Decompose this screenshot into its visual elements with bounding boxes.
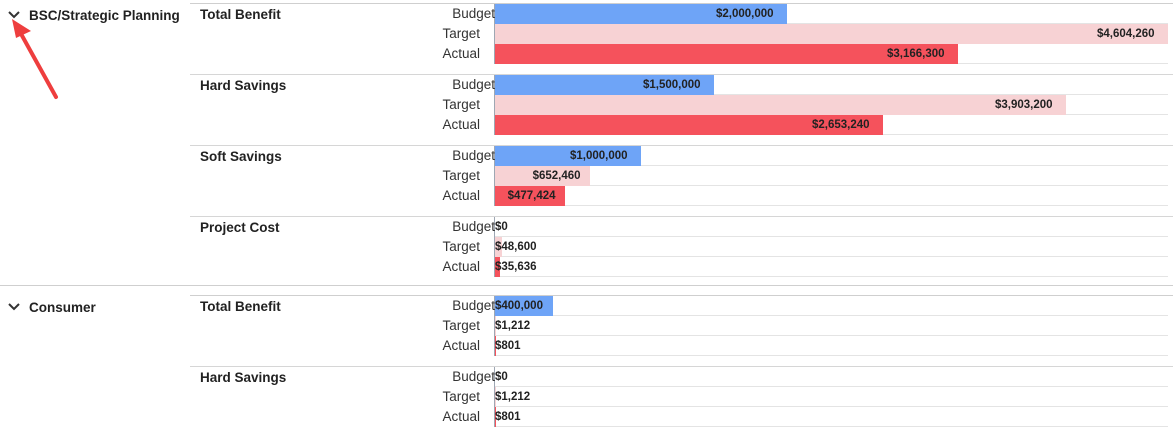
actual-bar[interactable] (495, 336, 496, 356)
bar-track (495, 237, 1168, 257)
row-label-budget: Budget (452, 369, 495, 384)
row-label-actual: Actual (442, 117, 480, 132)
bar-value-budget: $400,000 (495, 300, 543, 312)
bar-track (495, 186, 1168, 206)
actual-bar[interactable] (495, 407, 496, 427)
bar-value-target: $1,212 (495, 391, 531, 403)
group-name: Consumer (29, 299, 96, 315)
bar-track (495, 217, 1168, 237)
group-separator (190, 295, 1173, 296)
budget-bar[interactable] (495, 75, 714, 95)
bar-value-target: $652,460 (532, 170, 581, 182)
red-arrow-annotation (12, 19, 58, 99)
bar-value-actual: $35,636 (495, 261, 537, 273)
row-label-actual: Actual (442, 259, 480, 274)
bar-track (495, 75, 1168, 95)
budget-bar[interactable] (495, 4, 787, 24)
row-label-target: Target (442, 318, 480, 333)
metric-separator (190, 216, 1173, 217)
bar-track (495, 296, 1168, 316)
budget-bar[interactable] (495, 296, 553, 316)
bar-value-budget: $1,000,000 (570, 150, 628, 162)
metric-separator (190, 366, 1173, 367)
chevron-down-icon[interactable] (6, 299, 22, 315)
bar-track (495, 336, 1168, 356)
bar-value-target: $3,903,200 (995, 99, 1053, 111)
bar-track (495, 316, 1168, 336)
row-label-budget: Budget (452, 219, 495, 234)
bar-value-budget: $0 (495, 371, 508, 383)
bar-track (495, 166, 1168, 186)
target-bar[interactable] (495, 24, 1168, 44)
metric-name: Soft Savings (200, 149, 282, 164)
row-label-target: Target (442, 168, 480, 183)
group-toggle-1[interactable]: BSC/Strategic Planning (6, 6, 180, 24)
bar-value-actual: $801 (495, 340, 521, 352)
bar-value-budget: $0 (495, 221, 508, 233)
row-label-target: Target (442, 389, 480, 404)
row-label-actual: Actual (442, 188, 480, 203)
target-bar[interactable] (495, 316, 496, 336)
actual-bar[interactable] (495, 115, 883, 135)
axis-line (494, 217, 495, 277)
group-separator (0, 285, 1173, 286)
bar-value-budget: $2,000,000 (716, 8, 774, 20)
row-label-actual: Actual (442, 409, 480, 424)
axis-line (494, 367, 495, 427)
bar-value-budget: $1,500,000 (643, 79, 701, 91)
bar-value-actual: $2,653,240 (812, 119, 870, 131)
target-bar[interactable] (495, 95, 1066, 115)
bar-track (495, 407, 1168, 427)
axis-line (494, 4, 495, 64)
bar-value-target: $48,600 (495, 241, 537, 253)
metric-separator (190, 74, 1173, 75)
metric-name: Total Benefit (200, 7, 281, 22)
metric-name: Hard Savings (200, 78, 287, 93)
bar-track (495, 4, 1168, 24)
chevron-down-icon[interactable] (6, 7, 22, 23)
row-label-budget: Budget (452, 6, 495, 21)
bar-value-actual: $3,166,300 (887, 48, 945, 60)
metric-name: Hard Savings (200, 370, 287, 385)
group-separator (190, 3, 1173, 4)
row-label-target: Target (442, 97, 480, 112)
target-bar[interactable] (495, 166, 590, 186)
row-label-budget: Budget (452, 148, 495, 163)
group-name: BSC/Strategic Planning (29, 7, 180, 23)
bar-track (495, 367, 1168, 387)
actual-bar[interactable] (495, 186, 565, 206)
axis-line (494, 146, 495, 206)
axis-line (494, 75, 495, 135)
bar-track (495, 387, 1168, 407)
bar-track (495, 257, 1168, 277)
group-toggle-2[interactable]: Consumer (6, 298, 96, 316)
row-label-actual: Actual (442, 46, 480, 61)
row-label-budget: Budget (452, 298, 495, 313)
axis-line (494, 296, 495, 356)
budget-bar[interactable] (495, 146, 641, 166)
bar-value-target: $4,604,260 (1097, 28, 1155, 40)
row-label-budget: Budget (452, 77, 495, 92)
row-label-actual: Actual (442, 338, 480, 353)
actual-bar[interactable] (495, 44, 958, 64)
bar-value-actual: $801 (495, 411, 521, 423)
metric-separator (190, 145, 1173, 146)
target-bar[interactable] (495, 237, 502, 257)
metric-name: Project Cost (200, 220, 280, 235)
target-bar[interactable] (495, 387, 496, 407)
row-label-target: Target (442, 26, 480, 41)
bar-value-target: $1,212 (495, 320, 531, 332)
actual-bar[interactable] (495, 257, 500, 277)
bar-track (495, 146, 1168, 166)
metric-name: Total Benefit (200, 299, 281, 314)
row-label-target: Target (442, 239, 480, 254)
bar-value-actual: $477,424 (507, 190, 556, 202)
